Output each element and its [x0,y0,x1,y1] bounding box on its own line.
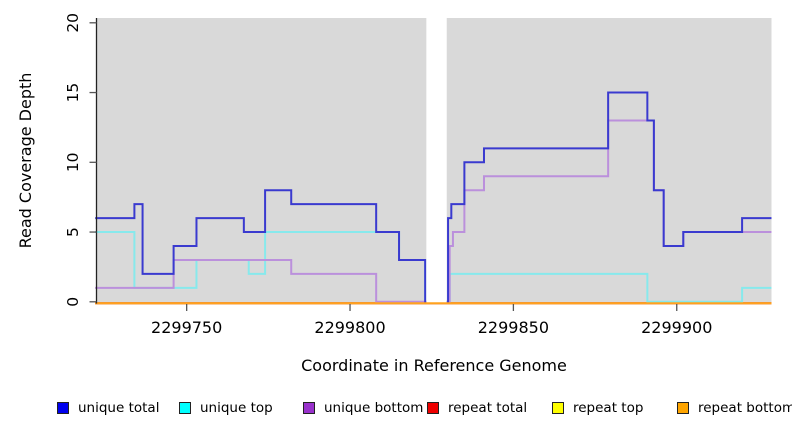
y-tick-label: 20 [64,13,82,33]
y-tick-label: 0 [64,297,82,307]
x-tick-label: 2299750 [151,318,222,337]
y-tick-label: 10 [64,152,82,172]
x-tick-label: 2299850 [478,318,549,337]
y-axis-title: Read Coverage Depth [16,73,35,249]
axis-tick-labels: 0 5 10 15 20 2299750 2299800 2299850 2299900 [64,13,712,337]
no-data-gap [426,18,447,304]
x-tick-label: 2299900 [641,318,712,337]
y-tick-label: 5 [64,227,82,237]
x-axis-title: Coordinate in Reference Genome [301,356,567,375]
axis-ticks [89,22,678,311]
y-tick-label: 15 [64,83,82,103]
x-tick-label: 2299800 [314,318,385,337]
